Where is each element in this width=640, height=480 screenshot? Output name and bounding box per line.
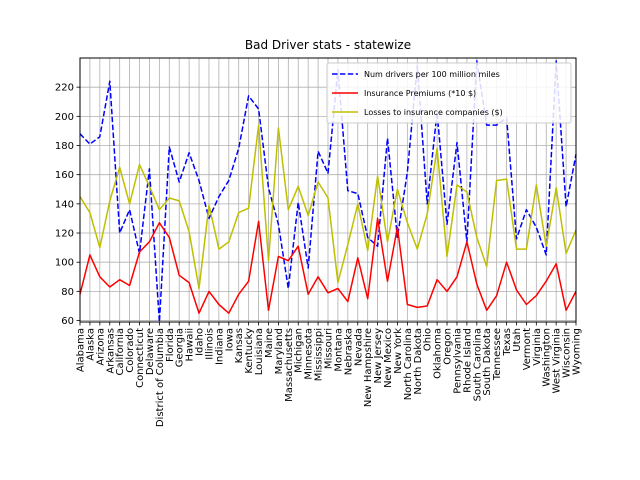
y-tick-label: 200 bbox=[55, 112, 74, 123]
grid-lines bbox=[79, 58, 577, 322]
x-tick-label: Louisiana bbox=[254, 328, 265, 375]
x-tick-label: Mississippi bbox=[314, 328, 325, 381]
legend-label-2: Insurance Premiums (*10 $) bbox=[364, 89, 476, 98]
legend-label-3: Losses to insurance companies ($) bbox=[364, 108, 503, 117]
x-tick-label: Alaska bbox=[85, 328, 96, 361]
y-tick-label: 160 bbox=[55, 170, 74, 181]
y-axis: 60 80 100 120 140 160 180 200 220 bbox=[55, 83, 80, 327]
x-tick-label: West Virginia bbox=[552, 328, 563, 393]
x-tick-label: Indiana bbox=[214, 328, 225, 365]
x-tick-label: Montana bbox=[333, 328, 344, 372]
y-tick-label: 140 bbox=[55, 199, 74, 210]
x-tick-label: Michigan bbox=[294, 328, 305, 373]
x-tick-label: Wisconsin bbox=[562, 328, 573, 378]
legend: Num drivers per 100 million miles Insuran… bbox=[326, 62, 572, 124]
x-tick-label: Virginia bbox=[532, 328, 543, 366]
x-tick-label: Ohio bbox=[423, 328, 434, 351]
x-tick-label: Massachusetts bbox=[284, 328, 295, 402]
x-tick-label: Pennsylvania bbox=[452, 328, 463, 394]
x-tick-label: Kentucky bbox=[244, 328, 255, 374]
x-tick-label: New Mexico bbox=[383, 328, 394, 388]
x-tick-label: Arkansas bbox=[105, 328, 116, 374]
x-tick-label: Georgia bbox=[175, 328, 186, 367]
x-tick-label: Utah bbox=[512, 328, 523, 352]
x-tick-label: Texas bbox=[502, 328, 513, 357]
x-tick-label: Oklahoma bbox=[433, 328, 444, 379]
x-tick-label: New Hampshire bbox=[363, 328, 374, 407]
x-tick-label: Minnesota bbox=[304, 328, 315, 380]
y-tick-label: 100 bbox=[55, 258, 74, 269]
legend-box bbox=[326, 62, 572, 124]
x-tick-label: Oregon bbox=[443, 328, 454, 365]
series-line-2 bbox=[79, 217, 577, 314]
x-tick-label: Maine bbox=[264, 328, 275, 358]
series-layer bbox=[79, 60, 577, 323]
x-tick-label: Maryland bbox=[274, 328, 285, 374]
x-tick-label: Nebraska bbox=[343, 328, 354, 375]
x-axis: AlabamaAlaskaArizonaArkansasCaliforniaCo… bbox=[76, 322, 583, 427]
x-tick-label: Nevada bbox=[353, 328, 364, 366]
x-tick-label: Alabama bbox=[76, 328, 87, 372]
x-tick-label: Missouri bbox=[324, 328, 335, 369]
x-tick-label: Tennessee bbox=[492, 328, 503, 381]
x-tick-label: Hawaii bbox=[185, 328, 196, 362]
series-line-1 bbox=[79, 60, 577, 323]
x-tick-label: North Dakota bbox=[413, 328, 424, 395]
x-tick-label: South Dakota bbox=[482, 328, 493, 396]
y-tick-label: 80 bbox=[61, 287, 74, 298]
chart-title: Bad Driver stats - statewize bbox=[245, 38, 411, 52]
x-tick-label: Arizona bbox=[95, 328, 106, 366]
y-tick-label: 60 bbox=[61, 316, 74, 327]
x-tick-label: Vermont bbox=[522, 328, 533, 370]
y-tick-label: 180 bbox=[55, 141, 74, 152]
x-tick-label: District of Columbia bbox=[155, 328, 166, 427]
x-tick-label: Kansas bbox=[234, 328, 245, 363]
x-tick-label: Connecticut bbox=[135, 328, 146, 388]
y-tick-label: 120 bbox=[55, 229, 74, 240]
x-tick-label: Rhode Island bbox=[462, 328, 473, 393]
x-tick-label: Illinois bbox=[204, 328, 215, 360]
legend-label-1: Num drivers per 100 million miles bbox=[364, 70, 500, 79]
x-tick-label: North Carolina bbox=[403, 328, 414, 400]
x-tick-label: Florida bbox=[165, 328, 176, 362]
x-tick-label: Iowa bbox=[224, 328, 235, 351]
series-line-3 bbox=[79, 124, 577, 290]
x-tick-label: New Jersey bbox=[373, 328, 384, 384]
x-tick-label: South Carolina bbox=[472, 328, 483, 401]
x-tick-label: Delaware bbox=[145, 328, 156, 375]
x-tick-label: California bbox=[115, 328, 126, 376]
x-tick-label: Colorado bbox=[125, 328, 136, 373]
x-tick-label: Wyoming bbox=[572, 328, 583, 375]
x-tick-label: Idaho bbox=[195, 328, 206, 356]
x-tick-label: New York bbox=[393, 328, 404, 374]
x-tick-label: Washington bbox=[542, 328, 553, 387]
y-tick-label: 220 bbox=[55, 83, 74, 94]
